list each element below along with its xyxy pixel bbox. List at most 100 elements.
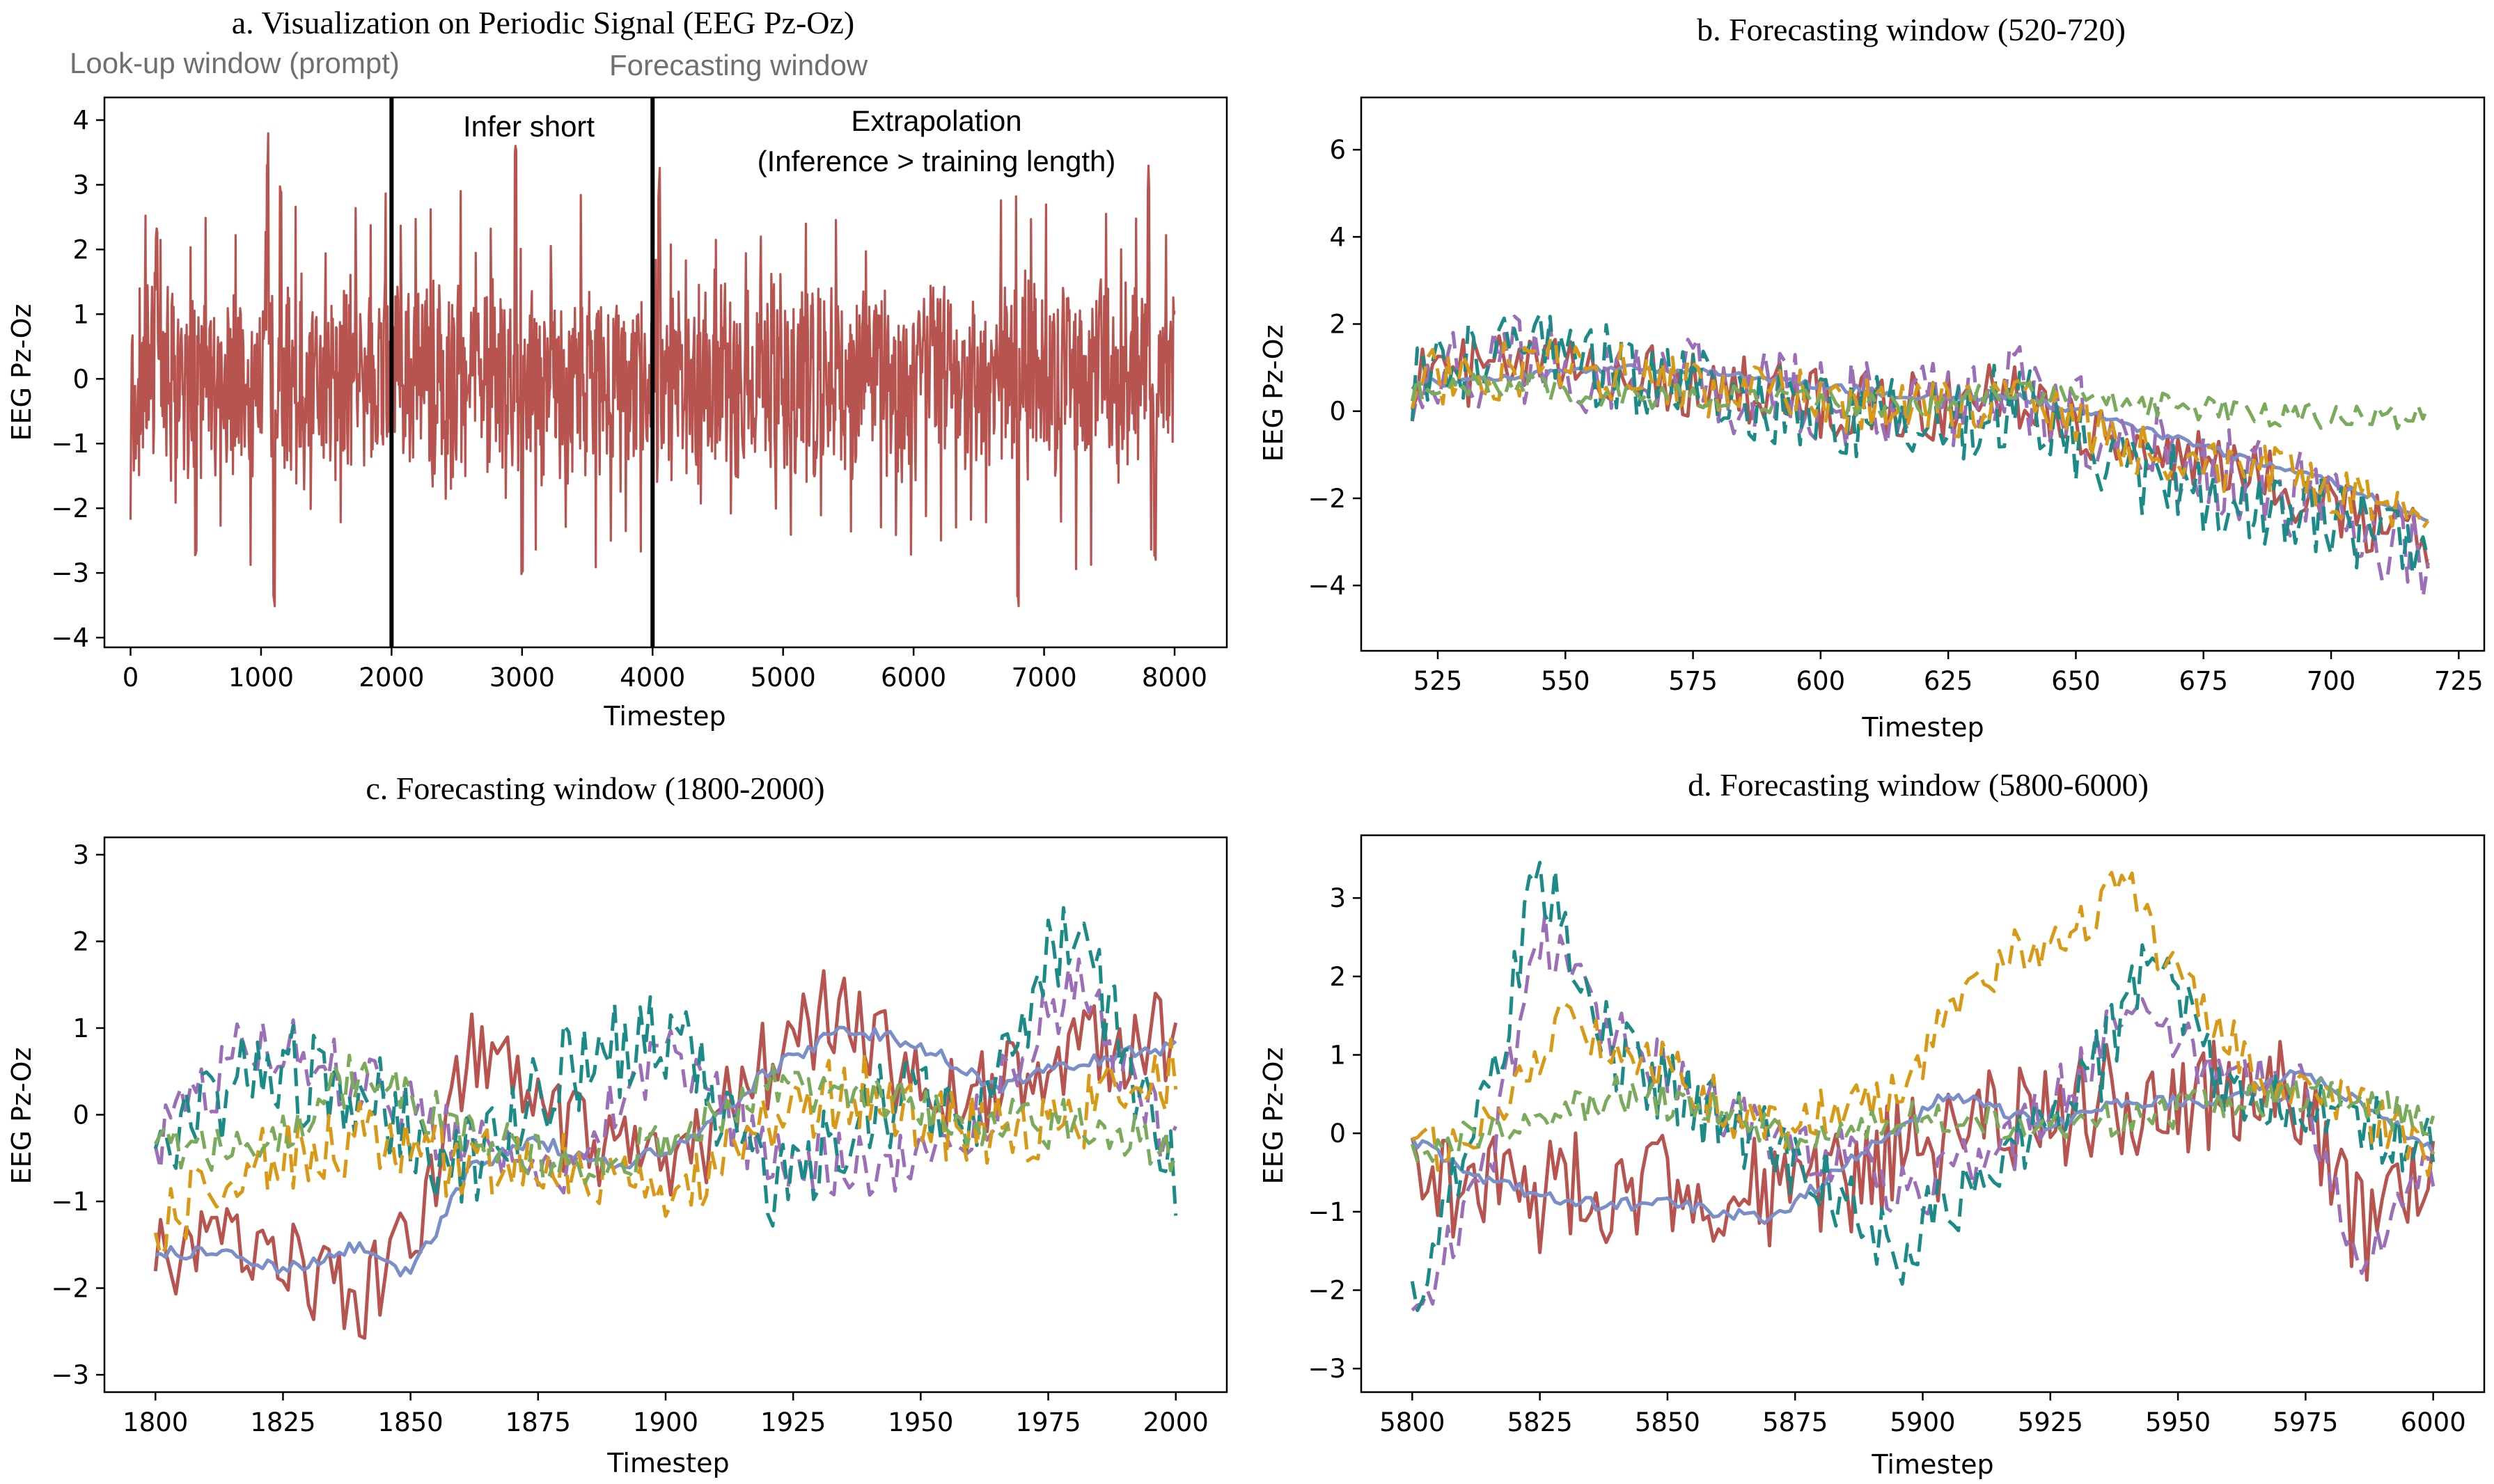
infer-short-label: Infer short — [463, 110, 595, 143]
panel-b: b. Forecasting window (520-720) 525 550 57… — [1258, 12, 2486, 743]
series-line-teal — [1410, 312, 2430, 576]
y-tick-label: 6 — [1329, 135, 1346, 165]
x-tick-label: 5000 — [751, 663, 816, 693]
extrapolation-note-label: (Inference > training length) — [758, 145, 1116, 177]
x-tick-label: 1950 — [888, 1407, 953, 1437]
y-tick-label: −2 — [1308, 484, 1346, 514]
series-line-purple — [153, 957, 1177, 1197]
y-tick-label: 0 — [1329, 397, 1346, 427]
x-tick-label: 625 — [1924, 666, 1973, 696]
series-line-green — [1410, 1075, 2436, 1163]
y-tick-label: 2 — [72, 235, 89, 265]
x-tick-label: 8000 — [1142, 663, 1207, 693]
y-tick-label: −1 — [51, 429, 89, 459]
panel-c-xlabel: Timestep — [606, 1448, 729, 1478]
x-tick-label: 5975 — [2273, 1407, 2338, 1437]
lookup-window-label: Look-up window (prompt) — [70, 47, 400, 79]
x-tick-label: 5850 — [1635, 1407, 1700, 1437]
panel-c-series-group — [153, 906, 1178, 1340]
x-tick-label: 725 — [2434, 666, 2484, 696]
panel-d-title: d. Forecasting window (5800-6000) — [1688, 767, 2149, 803]
x-tick-label: 3000 — [489, 663, 555, 693]
panel-a-ylabel: EEG Pz-Oz — [6, 303, 37, 441]
y-tick-label: −1 — [1308, 1197, 1346, 1227]
panel-c: c. Forecasting window (1800-2000) 1800 18… — [6, 771, 1228, 1478]
forecasting-window-label: Forecasting window — [609, 49, 868, 81]
x-tick-label: 1875 — [505, 1407, 571, 1437]
x-tick-label: 5800 — [1379, 1407, 1445, 1437]
x-tick-label: 6000 — [881, 663, 946, 693]
x-tick-label: 7000 — [1011, 663, 1076, 693]
series-line-orange — [1410, 337, 2430, 530]
y-tick-label: 3 — [72, 840, 89, 870]
x-tick-label: 5900 — [1890, 1407, 1955, 1437]
x-tick-label: 575 — [1668, 666, 1718, 696]
x-tick-label: 650 — [2051, 666, 2101, 696]
y-tick-label: 1 — [1329, 1040, 1346, 1070]
y-tick-label: −4 — [51, 623, 89, 653]
x-tick-label: 1825 — [250, 1407, 315, 1437]
y-tick-label: 4 — [1329, 222, 1346, 252]
y-tick-label: −2 — [51, 494, 89, 523]
panel-d-plot: 5800 5825 5850 5875 5900 5925 5950 5975 6000 −3 −2… — [1308, 834, 2486, 1437]
y-tick-label: 2 — [1329, 962, 1346, 992]
x-tick-label: 1925 — [760, 1407, 826, 1437]
x-tick-label: 1900 — [633, 1407, 698, 1437]
panel-d-series-group — [1410, 860, 2436, 1313]
panel-d-xlabel: Timestep — [1871, 1449, 1993, 1480]
plot-frame — [1360, 96, 2486, 652]
x-tick-label: 5875 — [1762, 1407, 1828, 1437]
y-tick-label: 2 — [72, 926, 89, 956]
series-line-orange — [153, 1037, 1178, 1257]
y-tick-label: −4 — [1308, 571, 1346, 601]
panel-a: a. Visualization on Periodic Signal (EEG… — [6, 5, 1228, 732]
x-tick-label: 4000 — [620, 663, 685, 693]
y-tick-label: 4 — [72, 106, 89, 136]
y-tick-label: 2 — [1329, 310, 1346, 340]
panel-c-title: c. Forecasting window (1800-2000) — [366, 771, 824, 806]
panel-a-xlabel: Timestep — [603, 701, 726, 732]
series-line-blue — [155, 1025, 1177, 1278]
x-tick-label: 550 — [1541, 666, 1590, 696]
y-tick-label: 3 — [72, 170, 89, 200]
x-tick-label: 525 — [1413, 666, 1463, 696]
panel-c-plot: 1800 1825 1850 1875 1900 1925 1950 1975 2000 −3 −2… — [51, 836, 1228, 1437]
x-tick-label: 2000 — [1143, 1407, 1209, 1437]
y-tick-label: −1 — [51, 1187, 89, 1217]
y-tick-label: −3 — [1308, 1354, 1346, 1384]
x-tick-label: 700 — [2307, 666, 2356, 696]
plot-frame — [103, 96, 1228, 649]
y-tick-label: 1 — [72, 1013, 89, 1043]
panel-a-title: a. Visualization on Periodic Signal (EEG… — [232, 5, 854, 40]
x-tick-label: 675 — [2179, 666, 2228, 696]
panel-b-ylabel: EEG Pz-Oz — [1258, 324, 1289, 461]
extrapolation-label: Extrapolation — [851, 104, 1021, 137]
x-tick-label: 1850 — [378, 1407, 444, 1437]
y-tick-label: 0 — [72, 364, 89, 394]
x-tick-label: 0 — [123, 663, 139, 693]
y-tick-label: 0 — [1329, 1119, 1346, 1148]
panel-b-xlabel: Timestep — [1861, 712, 1984, 743]
x-tick-label: 2000 — [359, 663, 424, 693]
x-tick-label: 1800 — [123, 1407, 188, 1437]
x-tick-label: 1000 — [228, 663, 294, 693]
series-line-orange — [1411, 871, 2436, 1178]
x-tick-label: 6000 — [2401, 1407, 2466, 1437]
series-line-green — [154, 1053, 1178, 1187]
x-tick-label: 5950 — [2145, 1407, 2211, 1437]
y-tick-label: 1 — [72, 299, 89, 329]
series-line-purple — [1410, 314, 2430, 599]
series-line-green — [1410, 372, 2430, 431]
series-line-teal — [153, 906, 1178, 1228]
panel-a-plot: 0 1000 2000 3000 4000 5000 6000 7000 8000 −4 −3 −2 −… — [51, 96, 1228, 693]
plot-frame — [103, 836, 1228, 1394]
y-tick-label: −3 — [51, 1360, 89, 1390]
y-tick-label: −2 — [1308, 1276, 1346, 1306]
panel-d-ylabel: EEG Pz-Oz — [1258, 1047, 1289, 1184]
y-tick-label: 3 — [1329, 883, 1346, 913]
panel-c-ylabel: EEG Pz-Oz — [6, 1047, 37, 1184]
y-tick-label: 0 — [72, 1100, 89, 1130]
panel-b-plot: 525 550 575 600 625 650 675 700 725 −4 −2 0 2 4 6 — [1308, 96, 2486, 696]
panel-b-series-group — [1410, 312, 2430, 599]
